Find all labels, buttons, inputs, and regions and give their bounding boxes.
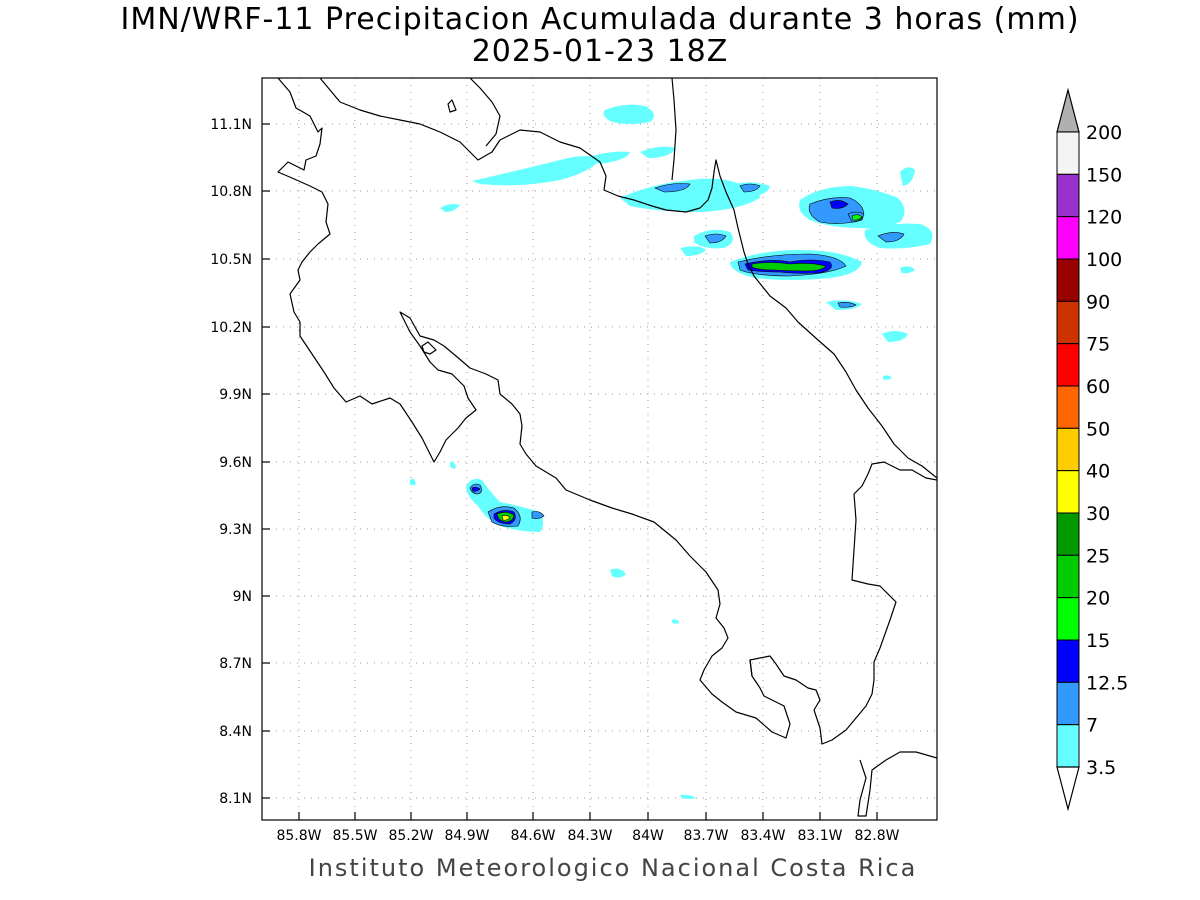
colorbar-level-label: 12.5 xyxy=(1086,672,1128,694)
lon-label: 84.6W xyxy=(510,828,555,844)
footer-credit: Instituto Meteorologico Nacional Costa R… xyxy=(308,854,918,882)
nicaragua-border xyxy=(319,78,937,479)
colorbar-level-label: 20 xyxy=(1086,588,1110,610)
colorbar-level-label: 15 xyxy=(1086,630,1110,652)
map-frame xyxy=(261,77,938,821)
lon-label: 83.7W xyxy=(683,828,728,844)
colorbar-swatch xyxy=(1056,216,1080,260)
colorbar-swatch xyxy=(1056,639,1080,683)
lat-label: 8.4N xyxy=(219,724,252,740)
colorbar-level-label: 60 xyxy=(1086,376,1110,398)
colorbar-level-label: 3.5 xyxy=(1086,757,1116,779)
axis-ticks xyxy=(262,123,878,820)
precipitation-field xyxy=(410,104,933,799)
lat-label: 8.1N xyxy=(219,791,252,807)
colorbar-level-label: 75 xyxy=(1086,334,1110,356)
lon-label: 82.8W xyxy=(854,828,899,844)
lon-label: 84W xyxy=(632,828,664,844)
lon-label: 85.5W xyxy=(332,828,377,844)
colorbar-swatch xyxy=(1056,173,1080,218)
lat-label: 9.9N xyxy=(219,387,252,403)
colorbar-swatch xyxy=(1056,300,1080,345)
colorbar-swatch xyxy=(1056,724,1080,768)
colorbar-level-label: 30 xyxy=(1086,503,1110,525)
map-title: IMN/WRF-11 Precipitacion Acumulada duran… xyxy=(120,2,1080,37)
colorbar-level-label: 90 xyxy=(1086,291,1110,313)
lat-label: 8.7N xyxy=(219,656,252,672)
lat-label: 9N xyxy=(233,589,252,605)
lon-label: 85.8W xyxy=(276,828,321,844)
lon-label: 83.1W xyxy=(797,828,842,844)
lat-label: 10.5N xyxy=(210,252,252,268)
colorbar-swatch xyxy=(1056,258,1080,302)
colorbar-bottom-arrow xyxy=(1056,766,1080,812)
lat-label: 9.3N xyxy=(219,522,252,538)
colorbar-level-label: 120 xyxy=(1086,207,1122,229)
lon-label: 85.2W xyxy=(388,828,433,844)
longitude-labels: 85.8W 85.5W 85.2W 84.9W 84.6W 84.3W 84W … xyxy=(276,828,899,844)
colorbar-swatch xyxy=(1056,681,1080,726)
latitude-labels: 11.1N 10.8N 10.5N 10.2N 9.9N 9.6N 9.3N 9… xyxy=(210,117,252,807)
colorbar-level-label: 50 xyxy=(1086,418,1110,440)
colorbar-swatch xyxy=(1056,470,1080,514)
map-grid xyxy=(262,78,937,820)
colorbar-level-label: 7 xyxy=(1086,715,1098,737)
lat-label: 10.8N xyxy=(210,184,252,200)
colorbar-labels: 200 150 120 100 90 75 60 50 40 30 25 20 15 12.5 7 3.5 xyxy=(1086,122,1128,779)
lat-label: 10.2N xyxy=(210,320,252,336)
lat-label: 11.1N xyxy=(210,117,252,133)
colorbar-level-label: 25 xyxy=(1086,545,1110,567)
colorbar: 200 150 120 100 90 75 60 50 40 30 25 20 15 12.5 7 3.5 xyxy=(1056,87,1128,812)
lat-label: 9.6N xyxy=(219,455,252,471)
colorbar-level-label: 150 xyxy=(1086,164,1122,186)
lon-label: 83.4W xyxy=(740,828,785,844)
colorbar-top-arrow xyxy=(1056,87,1080,133)
coastlines-and-borders xyxy=(277,78,937,817)
lon-label: 84.9W xyxy=(444,828,489,844)
colorbar-swatch xyxy=(1056,131,1080,175)
colorbar-swatch xyxy=(1056,343,1080,387)
lon-label: 84.3W xyxy=(567,828,612,844)
colorbar-level-label: 100 xyxy=(1086,249,1122,271)
colorbar-swatch xyxy=(1056,512,1080,556)
colorbar-swatch xyxy=(1056,597,1080,641)
precip-cell-pacific xyxy=(410,461,696,799)
map-valid-time: 2025-01-23 18Z xyxy=(471,34,729,69)
colorbar-swatch xyxy=(1056,427,1080,472)
colorbar-swatches xyxy=(1056,131,1080,768)
colorbar-level-label: 200 xyxy=(1086,122,1122,144)
colorbar-level-label: 40 xyxy=(1086,461,1110,483)
pacific-coastline xyxy=(277,78,875,745)
precip-cell-northeast xyxy=(440,104,933,380)
colorbar-swatch xyxy=(1056,554,1080,599)
colorbar-swatch xyxy=(1056,385,1080,429)
